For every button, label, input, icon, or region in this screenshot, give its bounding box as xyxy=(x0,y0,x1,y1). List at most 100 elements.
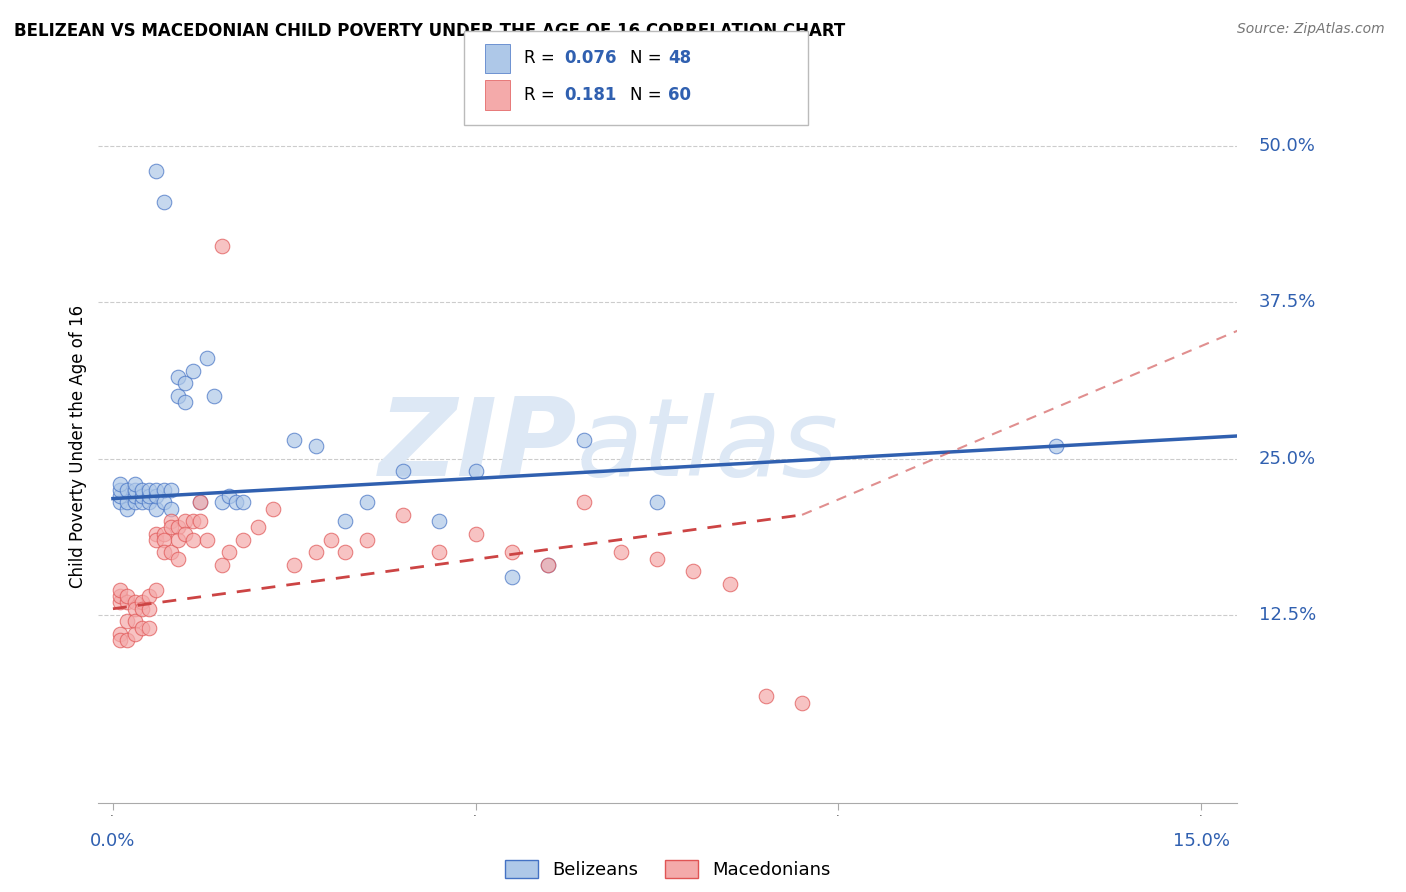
Point xyxy=(167,520,190,534)
Point xyxy=(145,163,167,178)
Point xyxy=(152,533,174,547)
Point xyxy=(204,389,226,403)
Point xyxy=(188,514,211,528)
Point xyxy=(160,545,183,559)
Point xyxy=(218,489,240,503)
Point xyxy=(174,526,197,541)
Point xyxy=(167,389,190,403)
Point xyxy=(138,489,160,503)
Point xyxy=(645,495,668,509)
Text: 48: 48 xyxy=(668,49,690,68)
Text: 50.0%: 50.0% xyxy=(1258,136,1316,154)
Point xyxy=(145,483,167,497)
Point xyxy=(131,489,153,503)
Point xyxy=(117,595,139,609)
Point xyxy=(225,495,247,509)
Point xyxy=(108,627,131,641)
Point xyxy=(131,495,153,509)
Point xyxy=(138,495,160,509)
Point xyxy=(501,545,523,559)
Point xyxy=(232,495,254,509)
Point xyxy=(117,589,139,603)
Point xyxy=(124,627,146,641)
Point xyxy=(124,476,146,491)
Legend: Belizeans, Macedonians: Belizeans, Macedonians xyxy=(498,853,838,887)
Point xyxy=(537,558,560,572)
Text: 60: 60 xyxy=(668,86,690,104)
Point xyxy=(131,483,153,497)
Point xyxy=(305,439,328,453)
Point xyxy=(356,495,378,509)
Point xyxy=(181,514,204,528)
Point xyxy=(427,545,450,559)
Text: 0.0%: 0.0% xyxy=(90,831,135,849)
Point xyxy=(609,545,631,559)
Text: ZIP: ZIP xyxy=(378,393,576,499)
Point xyxy=(124,489,146,503)
Point xyxy=(574,495,596,509)
Point xyxy=(138,589,160,603)
Point xyxy=(718,576,741,591)
Point xyxy=(167,551,190,566)
Point xyxy=(174,514,197,528)
Text: R =: R = xyxy=(524,86,565,104)
Point xyxy=(1045,439,1067,453)
Point xyxy=(145,501,167,516)
Text: 0.181: 0.181 xyxy=(564,86,616,104)
Point xyxy=(117,614,139,628)
Point xyxy=(131,621,153,635)
Point xyxy=(145,489,167,503)
Point xyxy=(283,558,305,572)
Point xyxy=(392,508,415,522)
Point xyxy=(790,696,813,710)
Text: 0.076: 0.076 xyxy=(564,49,616,68)
Point xyxy=(152,526,174,541)
Point xyxy=(152,545,174,559)
Point xyxy=(464,526,486,541)
Point xyxy=(108,595,131,609)
Point xyxy=(108,489,131,503)
Point xyxy=(195,533,218,547)
Point xyxy=(464,464,486,478)
Point xyxy=(333,514,356,528)
Point xyxy=(124,483,146,497)
Point xyxy=(117,495,139,509)
Point xyxy=(392,464,415,478)
Point xyxy=(152,194,174,209)
Point xyxy=(427,514,450,528)
Point xyxy=(537,558,560,572)
Point xyxy=(181,364,204,378)
Point xyxy=(218,545,240,559)
Point xyxy=(124,495,146,509)
Point xyxy=(232,533,254,547)
Point xyxy=(167,370,190,384)
Point xyxy=(108,589,131,603)
Text: 25.0%: 25.0% xyxy=(1258,450,1316,467)
Point xyxy=(108,582,131,597)
Text: 37.5%: 37.5% xyxy=(1258,293,1316,311)
Text: 15.0%: 15.0% xyxy=(1173,831,1229,849)
Point xyxy=(755,690,778,704)
Point xyxy=(145,582,167,597)
Point xyxy=(124,614,146,628)
Text: R =: R = xyxy=(524,49,561,68)
Text: N =: N = xyxy=(630,49,666,68)
Point xyxy=(108,483,131,497)
Point xyxy=(247,520,270,534)
Point xyxy=(188,495,211,509)
Point xyxy=(211,238,233,252)
Text: 12.5%: 12.5% xyxy=(1258,606,1316,624)
Point xyxy=(152,495,174,509)
Point xyxy=(145,533,167,547)
Point xyxy=(211,558,233,572)
Point xyxy=(181,533,204,547)
Point xyxy=(160,501,183,516)
Point xyxy=(108,476,131,491)
Point xyxy=(174,395,197,409)
Text: atlas: atlas xyxy=(576,393,838,499)
Point xyxy=(152,483,174,497)
Point xyxy=(188,495,211,509)
Point xyxy=(117,483,139,497)
Point xyxy=(682,564,704,578)
Point xyxy=(108,633,131,648)
